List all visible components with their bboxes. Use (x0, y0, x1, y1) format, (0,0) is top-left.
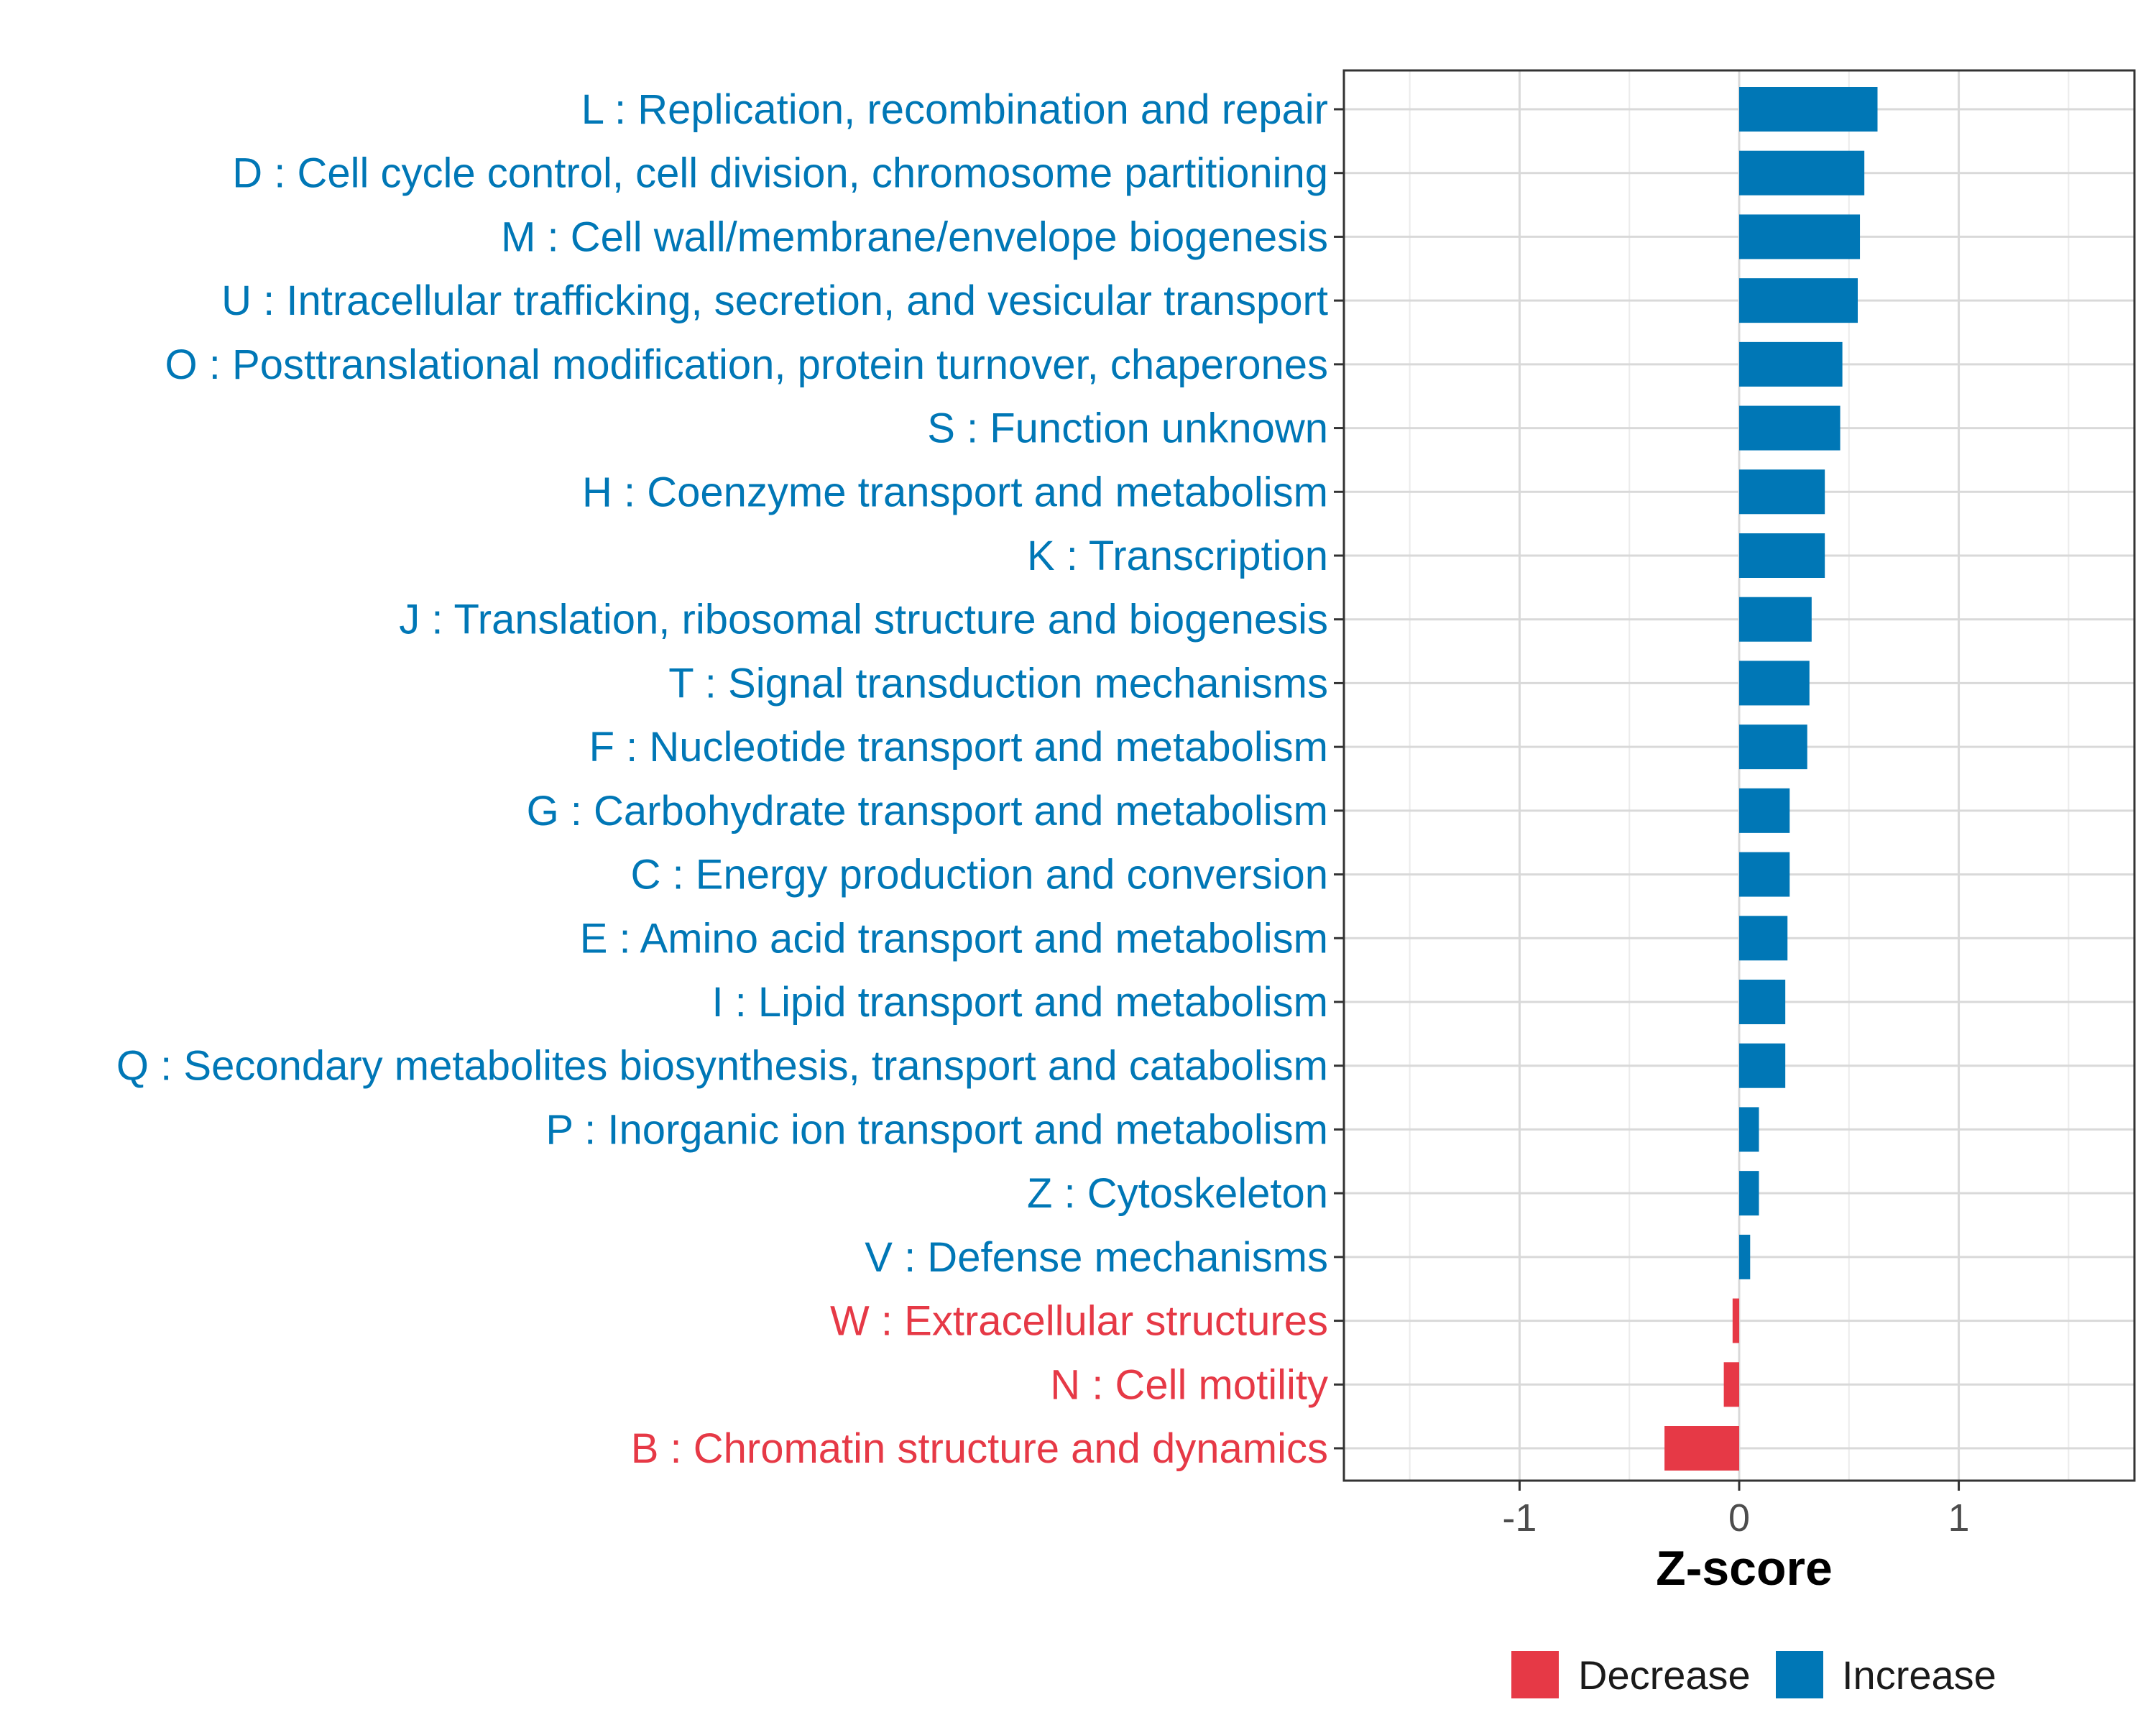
y-tick-label: L : Replication, recombination and repai… (581, 86, 1328, 133)
bar-w (1732, 1298, 1739, 1343)
bar-g (1739, 788, 1790, 833)
y-tick-label: K : Transcription (1027, 533, 1328, 579)
y-tick-label: I : Lipid transport and metabolism (711, 979, 1328, 1026)
y-tick-label: F : Nucleotide transport and metabolism (589, 724, 1328, 770)
y-tick-label: J : Translation, ribosomal structure and… (399, 597, 1328, 643)
bar-b (1664, 1426, 1739, 1471)
y-tick-label: O : Posttranslational modification, prot… (165, 341, 1328, 388)
y-tick-label: E : Amino acid transport and metabolism (580, 915, 1328, 962)
y-tick-label: D : Cell cycle control, cell division, c… (232, 150, 1328, 197)
y-tick-label: C : Energy production and conversion (631, 852, 1328, 898)
bar-c (1739, 852, 1790, 897)
y-tick-label: M : Cell wall/membrane/envelope biogenes… (501, 213, 1328, 260)
bar-l (1739, 87, 1878, 132)
y-tick-label: V : Defense mechanisms (865, 1234, 1328, 1281)
y-tick-label: N : Cell motility (1050, 1361, 1328, 1408)
bar-p (1739, 1107, 1759, 1152)
bar-d (1739, 150, 1865, 196)
x-tick-label: -1 (1502, 1496, 1537, 1540)
bar-k (1739, 533, 1825, 578)
bar-i (1739, 980, 1786, 1024)
bar-v (1739, 1234, 1751, 1279)
legend-label-increase: Increase (1842, 1652, 1996, 1698)
y-tick-label: B : Chromatin structure and dynamics (631, 1425, 1328, 1472)
bar-t (1739, 661, 1810, 706)
legend-label-decrease: Decrease (1578, 1652, 1751, 1698)
bar-o (1739, 341, 1843, 387)
y-tick-label: P : Inorganic ion transport and metaboli… (545, 1106, 1328, 1153)
y-axis-ticks: L : Replication, recombination and repai… (116, 86, 1344, 1472)
legend: Decrease Increase (1511, 1651, 1996, 1698)
bar-z (1739, 1171, 1759, 1216)
legend-key-increase (1776, 1651, 1823, 1698)
y-tick-label: H : Coenzyme transport and metabolism (582, 469, 1328, 515)
x-tick-label: 0 (1728, 1496, 1750, 1540)
legend-key-decrease (1511, 1651, 1559, 1698)
y-tick-label: Z : Cytoskeleton (1027, 1170, 1328, 1217)
y-tick-label: S : Function unknown (927, 405, 1328, 452)
bar-layer (1664, 87, 1878, 1471)
bar-q (1739, 1043, 1786, 1088)
bar-s (1739, 405, 1841, 451)
bar-m (1739, 214, 1861, 259)
bar-u (1739, 278, 1858, 323)
bar-f (1739, 724, 1807, 770)
y-tick-label: T : Signal transduction mechanisms (668, 660, 1328, 707)
y-tick-label: W : Extracellular structures (830, 1298, 1328, 1345)
bar-n (1723, 1362, 1739, 1407)
x-axis-ticks: -1 0 1 (1502, 1481, 1970, 1540)
y-tick-label: G : Carbohydrate transport and metabolis… (527, 788, 1328, 834)
bar-h (1739, 469, 1825, 515)
bar-e (1739, 916, 1788, 961)
x-axis-title: Z-score (1656, 1541, 1833, 1596)
bar-j (1739, 597, 1812, 642)
x-tick-label: 1 (1948, 1496, 1970, 1540)
y-tick-label: Q : Secondary metabolites biosynthesis, … (116, 1043, 1328, 1090)
y-tick-label: U : Intracellular trafficking, secretion… (221, 277, 1328, 324)
